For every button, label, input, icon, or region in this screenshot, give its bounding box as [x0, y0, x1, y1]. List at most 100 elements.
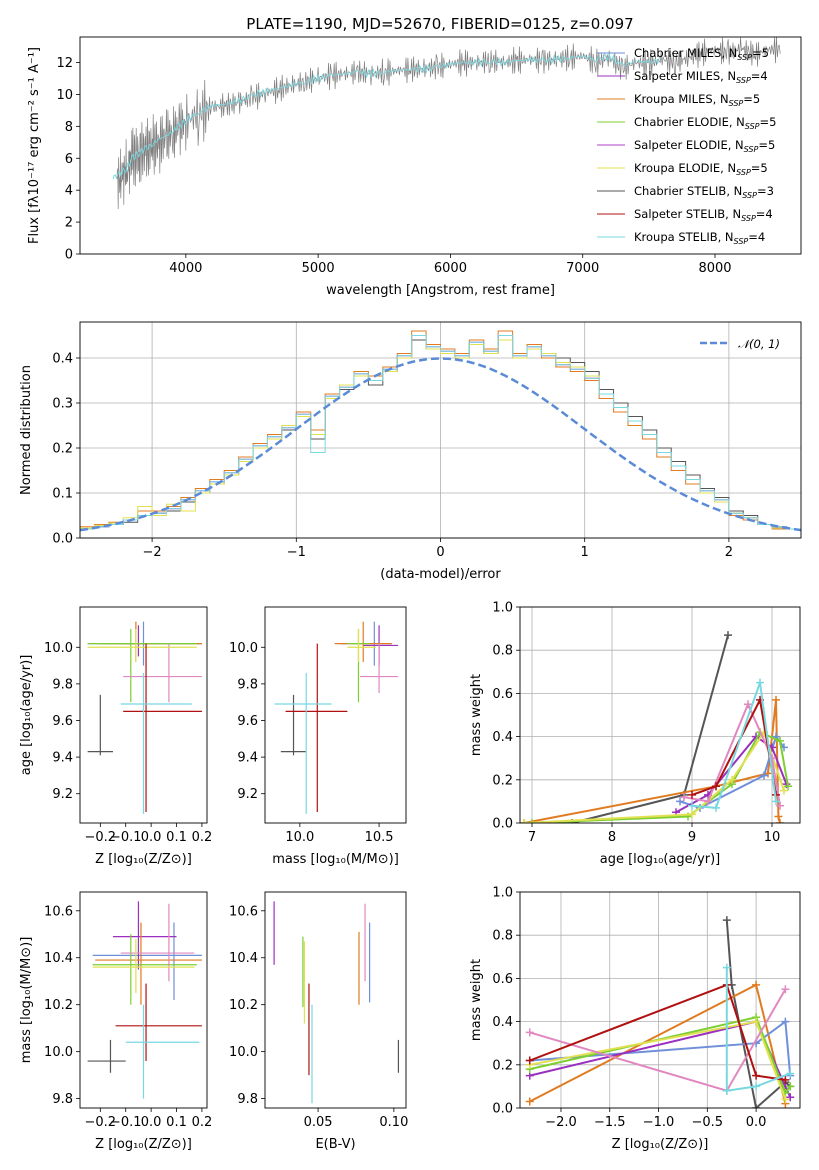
- weight-marker: [525, 1028, 534, 1037]
- axes-frame: [79, 606, 208, 824]
- y-tick-label: 10.2: [229, 998, 258, 1013]
- y-tick-label: 10: [56, 88, 73, 103]
- x-tick-label: 9: [688, 830, 696, 845]
- weight_vs_age-panel: 7 8 9 10 0.0 0.2 0.4 0.6 0.8 1.0 age [log₁₀(age/yr…: [469, 601, 801, 867]
- x-tick-label: 0.1: [166, 1115, 187, 1130]
- x-axis-label: mass [log₁₀(M/M⊙)]: [272, 852, 399, 867]
- weight-marker: [712, 782, 720, 791]
- mass_vs_Z-panel: −0.2−0.1 0.0 0.1 0.2 9.8 10.0 10.2 10.4 10.6 Z [l…: [19, 891, 212, 1152]
- y-tick-label: 10.0: [44, 641, 73, 656]
- histogram-steps: [80, 335, 801, 530]
- weight-marker: [722, 963, 731, 972]
- axes-frame: [519, 891, 801, 1109]
- weight-marker: [712, 803, 720, 812]
- y-tick-label: 10.4: [44, 951, 73, 966]
- y-tick-label: 1.0: [492, 601, 513, 616]
- weight-line: [529, 983, 786, 1081]
- x-tick-label: −0.1: [110, 1115, 142, 1130]
- x-tick-label: 7: [528, 830, 536, 845]
- x-tick-label: −0.2: [85, 1115, 117, 1130]
- y-tick-label: 0.4: [492, 1015, 513, 1030]
- weight-marker: [780, 786, 788, 795]
- x-tick-label: −1.5: [594, 1115, 626, 1130]
- y-axis-label: mass [log₁₀(M/M⊙)]: [19, 937, 34, 1064]
- y-tick-label: 0.4: [52, 352, 73, 367]
- y-tick-label: 1.0: [492, 886, 513, 901]
- x-tick-label: −1: [287, 545, 306, 560]
- y-tick-label: 10.6: [229, 904, 258, 919]
- x-tick-label: −2.0: [545, 1115, 577, 1130]
- x-axis-label: wavelength [Angstrom, rest frame]: [326, 283, 555, 298]
- spectrum-line-model: [112, 52, 661, 180]
- y-tick-label: 0.0: [492, 817, 513, 832]
- weight-marker: [786, 1082, 795, 1091]
- x-tick-label: 4000: [169, 261, 202, 276]
- weight-marker: [781, 985, 790, 994]
- weight-marker: [688, 790, 696, 799]
- weight_vs_age-plot-area: [520, 631, 792, 823]
- legend-entry: Kroupa STELIB, NSSP=4: [634, 230, 765, 246]
- legend-entry: Chabrier STELIB, NSSP=3: [634, 184, 774, 200]
- y-tick-label: 0.3: [52, 397, 73, 412]
- y-tick-label: 10.0: [229, 641, 258, 656]
- legend-entry: Salpeter ELODIE, NSSP=5: [634, 138, 775, 154]
- legend-entry: Kroupa ELODIE, NSSP=5: [634, 161, 768, 177]
- weight-marker: [676, 797, 684, 806]
- y-tick-label: 9.2: [237, 787, 258, 802]
- y-tick-label: 4: [65, 184, 73, 199]
- y-tick-label: 0.4: [492, 730, 513, 745]
- weight-line: [725, 967, 791, 1092]
- y-tick-label: 6: [65, 152, 73, 167]
- weight_vs_Z-panel: −2.0 −1.5 −1.0 −0.5 0.0 0.0 0.2 0.4 0.6 0.8 1.0 Z […: [469, 886, 801, 1152]
- y-tick-label: 10.4: [229, 951, 258, 966]
- x-tick-label: 10.0: [285, 830, 314, 845]
- y-tick-label: 0.2: [492, 773, 513, 788]
- weight-marker: [786, 1093, 795, 1102]
- x-tick-label: 0.05: [304, 1115, 333, 1130]
- legend-entry-normal: 𝒩(0, 1): [738, 337, 780, 351]
- y-tick-label: 0.6: [492, 972, 513, 987]
- x-tick-label: 8: [608, 830, 616, 845]
- y-axis-label: Flux [fλ10⁻¹⁷ erg cm⁻² s⁻¹ A⁻¹]: [27, 47, 42, 244]
- x-tick-label: 2: [725, 545, 733, 560]
- legend-entry: Kroupa MILES, NSSP=5: [634, 92, 760, 108]
- y-tick-label: 0.0: [492, 1102, 513, 1117]
- weight-line: [523, 730, 785, 823]
- y-tick-label: 12: [56, 56, 73, 71]
- weight-marker: [528, 819, 536, 823]
- weight-marker: [722, 1086, 731, 1095]
- x-axis-label: Z [log₁₀(Z/Z⊙)]: [612, 1137, 709, 1152]
- x-tick-label: −0.1: [110, 830, 142, 845]
- x-axis-label: age [log₁₀(age/yr)]: [600, 852, 721, 867]
- y-tick-label: 0.2: [52, 442, 73, 457]
- y-tick-label: 0.6: [492, 687, 513, 702]
- y-tick-label: 0.0: [52, 532, 73, 547]
- weight-marker: [520, 819, 528, 823]
- weight-marker: [680, 793, 688, 802]
- legend-entry: Salpeter MILES, NSSP=4: [634, 69, 768, 85]
- weight-marker: [752, 1104, 761, 1108]
- y-tick-label: 9.8: [52, 677, 73, 692]
- y-axis-label: mass weight: [469, 959, 484, 1041]
- axes-frame: [264, 606, 407, 824]
- axes-frame: [264, 891, 407, 1109]
- x-tick-label: 1: [581, 545, 589, 560]
- weight-marker: [776, 801, 784, 810]
- x-tick-label: 0.0: [746, 1115, 767, 1130]
- normal-curve: [80, 357, 801, 532]
- x-axis-label: Z [log₁₀(Z/Z⊙)]: [95, 1137, 192, 1152]
- weight-marker: [752, 980, 761, 989]
- weight-marker: [784, 782, 792, 791]
- y-tick-label: 2: [65, 216, 73, 231]
- age_vs_Z-panel: −0.2−0.1 0.0 0.1 0.2 9.2 9.4 9.6 9.8 10.0 Z [log₁…: [19, 606, 212, 867]
- mass_vs_Z-plot-area: [87, 901, 202, 1099]
- y-tick-label: 0.1: [52, 487, 73, 502]
- x-tick-label: 8000: [698, 261, 731, 276]
- weight-marker: [752, 1082, 761, 1091]
- mass_vs_ebv-plot-area: [273, 901, 400, 1104]
- axes-frame: [79, 891, 208, 1109]
- weight-marker: [774, 812, 783, 821]
- x-tick-label: 5000: [302, 261, 335, 276]
- y-tick-label: 10.0: [229, 1045, 258, 1060]
- weight-marker: [781, 1017, 790, 1026]
